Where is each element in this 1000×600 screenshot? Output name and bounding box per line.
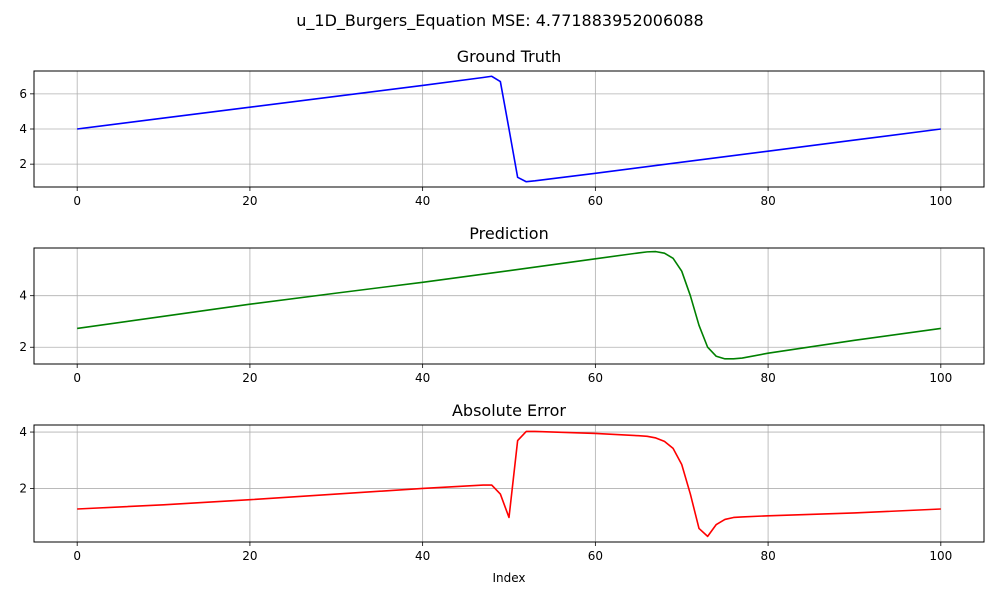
axes-frame [33, 424, 985, 543]
prediction-series-line [77, 250, 941, 360]
y-tick-label: 6 [19, 87, 27, 101]
absolute-error-title: Absolute Error [452, 401, 566, 420]
absolute-error-panel: 0 20 40 60 80 100 2 4 Absolute Error Index [19, 401, 985, 585]
x-tick-label: 20 [242, 549, 257, 563]
x-tick-label: 60 [588, 371, 603, 385]
ground-truth-panel: 0 20 40 60 80 100 2 4 6 Ground Truth [19, 47, 985, 208]
x-tick-label: 60 [588, 194, 603, 208]
x-tick-label: 0 [73, 549, 81, 563]
x-tick-label: 60 [588, 549, 603, 563]
ground-truth-title: Ground Truth [457, 47, 562, 66]
x-tick-label: 0 [73, 194, 81, 208]
x-tick-label: 0 [73, 371, 81, 385]
y-tick-label: 4 [19, 122, 27, 136]
x-tick-label: 40 [415, 549, 430, 563]
x-tick-label: 80 [760, 194, 775, 208]
x-tick-label: 20 [242, 194, 257, 208]
absolute-error-series-line [77, 430, 941, 538]
x-tick-label: 100 [929, 194, 952, 208]
y-tick-label: 2 [19, 340, 27, 354]
y-tick-label: 2 [19, 157, 27, 171]
axes-frame [33, 247, 985, 365]
x-tick-label: 80 [760, 549, 775, 563]
x-axis-label: Index [492, 571, 525, 585]
figure-suptitle: u_1D_Burgers_Equation MSE: 4.77188395200… [296, 11, 703, 31]
ground-truth-series-line [77, 75, 941, 183]
y-tick-label: 4 [19, 425, 27, 439]
x-tick-label: 80 [760, 371, 775, 385]
prediction-panel: 0 20 40 60 80 100 2 4 Prediction [19, 224, 985, 385]
y-tick-label: 2 [19, 481, 27, 495]
x-tick-label: 20 [242, 371, 257, 385]
y-tick-label: 4 [19, 289, 27, 303]
prediction-title: Prediction [469, 224, 548, 243]
x-tick-label: 40 [415, 371, 430, 385]
x-tick-label: 100 [929, 371, 952, 385]
x-tick-label: 40 [415, 194, 430, 208]
x-tick-label: 100 [929, 549, 952, 563]
